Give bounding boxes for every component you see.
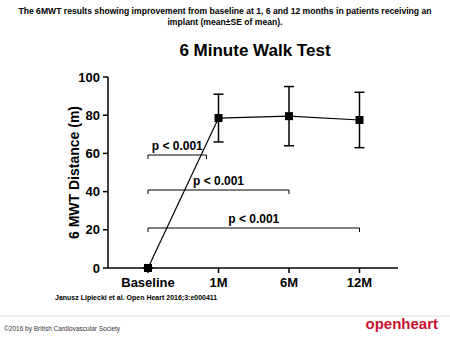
source: Janusz Lipiecki et al. Open Heart 2016;3… — [55, 294, 217, 302]
y-tick — [103, 76, 108, 78]
error-cap — [284, 86, 294, 88]
data-point — [144, 264, 152, 272]
y-tick — [103, 114, 108, 116]
error-bar — [214, 94, 224, 142]
x-tick-label: Baseline — [121, 275, 174, 290]
significance-bracket: p < 0.001 — [148, 174, 289, 194]
error-bar — [355, 92, 365, 147]
marks — [143, 87, 365, 272]
significance-label: p < 0.001 — [152, 139, 203, 153]
error-cap — [214, 141, 224, 143]
y-tick — [103, 191, 108, 193]
x-tick — [218, 268, 220, 273]
data-line — [148, 116, 360, 268]
error-cap — [355, 92, 365, 94]
error-cap — [214, 93, 224, 95]
bracket-line — [148, 155, 207, 159]
chart-title: 6 Minute Walk Test — [179, 41, 330, 60]
data-point — [215, 114, 223, 122]
significance-bracket: p < 0.001 — [148, 212, 360, 232]
y-axis-label: 6 MWT Distance (m) — [66, 106, 82, 239]
bracket-line — [148, 228, 360, 232]
copyright: ©2016 by British Cardiovascular Society — [4, 325, 121, 333]
significance-label: p < 0.001 — [228, 212, 279, 226]
y-tick-label: 0 — [93, 261, 100, 276]
x-tick-label: 6M — [280, 275, 298, 290]
y-tick-label: 100 — [78, 70, 100, 85]
y-axis — [107, 77, 109, 268]
y-tick-label: 60 — [86, 146, 100, 161]
y-tick-label: 40 — [86, 184, 100, 199]
y-tick — [103, 153, 108, 155]
data-point — [285, 112, 293, 120]
x-tick — [288, 268, 290, 273]
data-point — [356, 116, 364, 124]
x-tick — [359, 268, 361, 273]
error-bar — [284, 87, 294, 146]
chart: 6 Minute Walk Test 6 MWT Distance (m) 0 20 4… — [0, 0, 450, 338]
error-cap — [355, 147, 365, 149]
y-tick-label: 20 — [86, 222, 100, 237]
error-cap — [284, 145, 294, 147]
significance-label: p < 0.001 — [193, 174, 244, 188]
x-tick-label: 1M — [209, 275, 227, 290]
y-tick-label: 80 — [86, 108, 100, 123]
x-tick-label: 12M — [347, 275, 372, 290]
y-tick — [103, 229, 108, 231]
bracket-line — [148, 190, 289, 194]
page: The 6MWT results showing improvement fro… — [0, 0, 450, 338]
logo: openheart — [365, 315, 438, 332]
caption: The 6MWT results showing improvement fro… — [15, 6, 435, 28]
y-tick — [103, 267, 108, 269]
significance-bracket: p < 0.001 — [148, 139, 207, 159]
